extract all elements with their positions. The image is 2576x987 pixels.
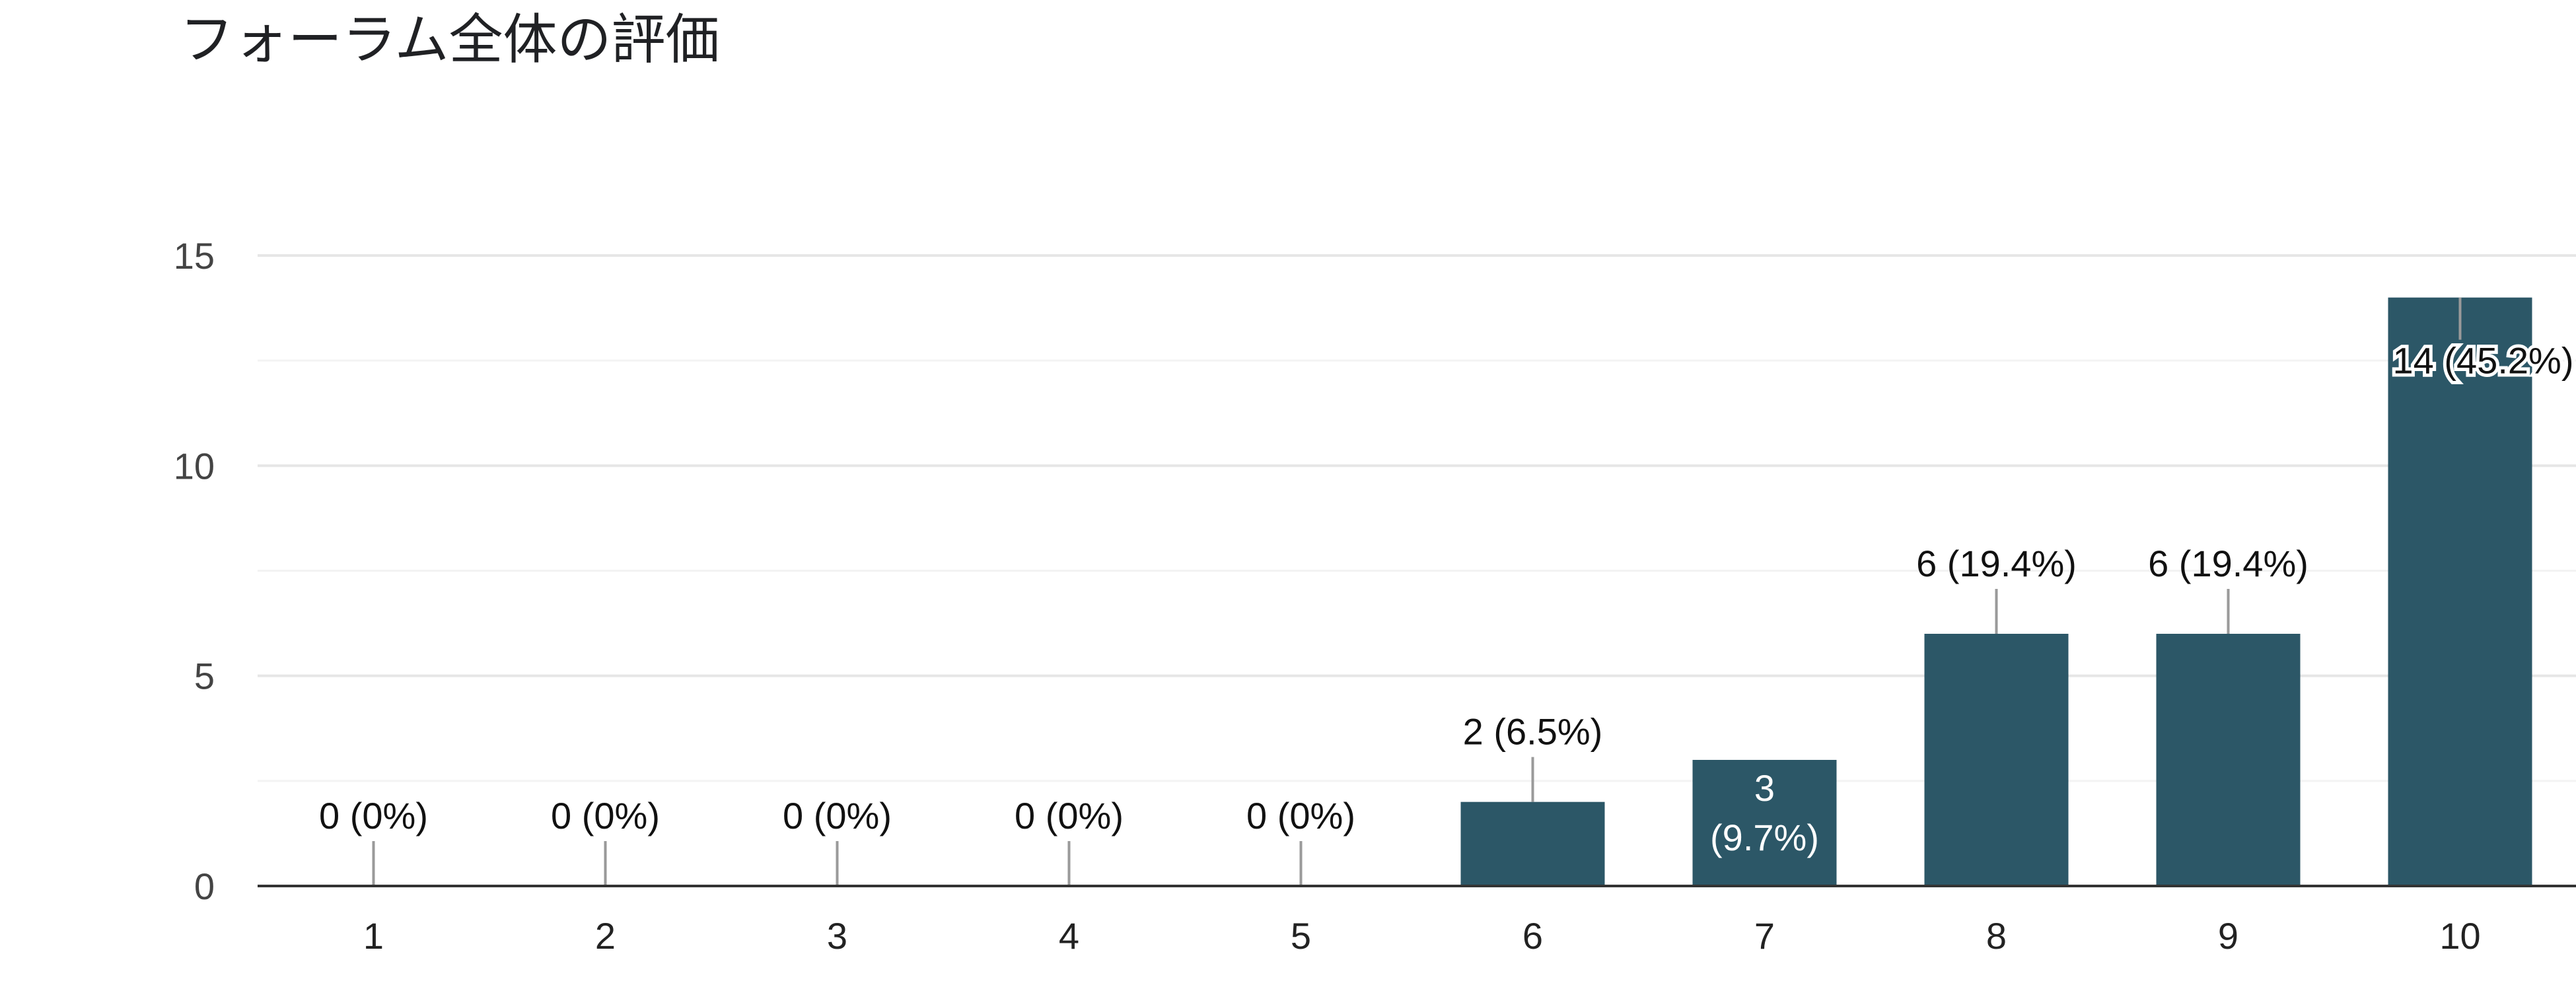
data-label-2: 0 (0%): [551, 795, 660, 836]
data-label-3: 0 (0%): [783, 795, 892, 836]
data-label-6: 2 (6.5%): [1463, 711, 1603, 753]
y-tick-label: 5: [194, 656, 215, 697]
bar-10: [2388, 297, 2532, 887]
gridlines: [258, 254, 2576, 782]
data-label-8: 6 (19.4%): [1916, 543, 2077, 584]
chart-title: フォーラム全体の評価: [180, 9, 720, 71]
y-axis-ticks: 0 5 10 15: [174, 235, 215, 907]
label-leaders: [372, 297, 2462, 886]
x-tick-label: 5: [1291, 915, 1311, 957]
y-tick-label: 15: [174, 235, 215, 277]
x-axis-ticks: 1 2 3 4 5 6 7 8 9 10: [363, 915, 2481, 957]
data-label-1: 0 (0%): [319, 795, 428, 836]
bar-9: [2156, 634, 2301, 886]
x-tick-label: 2: [595, 915, 616, 957]
bar-7: [1692, 760, 1837, 886]
x-tick-label: 9: [2218, 915, 2238, 957]
bars: [1460, 297, 2532, 887]
data-label-7: 3 (9.7%): [1710, 767, 1819, 858]
bar-8: [1924, 634, 2069, 886]
x-tick-label: 10: [2439, 915, 2480, 957]
data-label-4: 0 (0%): [1015, 795, 1124, 836]
data-label-10: 14 (45.2%): [2393, 340, 2574, 382]
x-tick-label: 8: [1986, 915, 2007, 957]
x-tick-label: 4: [1059, 915, 1079, 957]
x-tick-label: 6: [1522, 915, 1543, 957]
bar-6: [1460, 801, 1605, 886]
data-labels: 0 (0%) 0 (0%) 0 (0%) 0 (0%) 0 (0%) 2 (6.5%) 3(…: [319, 337, 2576, 858]
data-label-5: 0 (0%): [1246, 795, 1355, 836]
x-tick-label: 1: [363, 915, 384, 957]
x-tick-label: 7: [1754, 915, 1775, 957]
x-tick-label: 3: [827, 915, 847, 957]
y-tick-label: 10: [174, 445, 215, 487]
data-label-9: 6 (19.4%): [2148, 543, 2308, 584]
y-tick-label: 0: [194, 866, 215, 907]
